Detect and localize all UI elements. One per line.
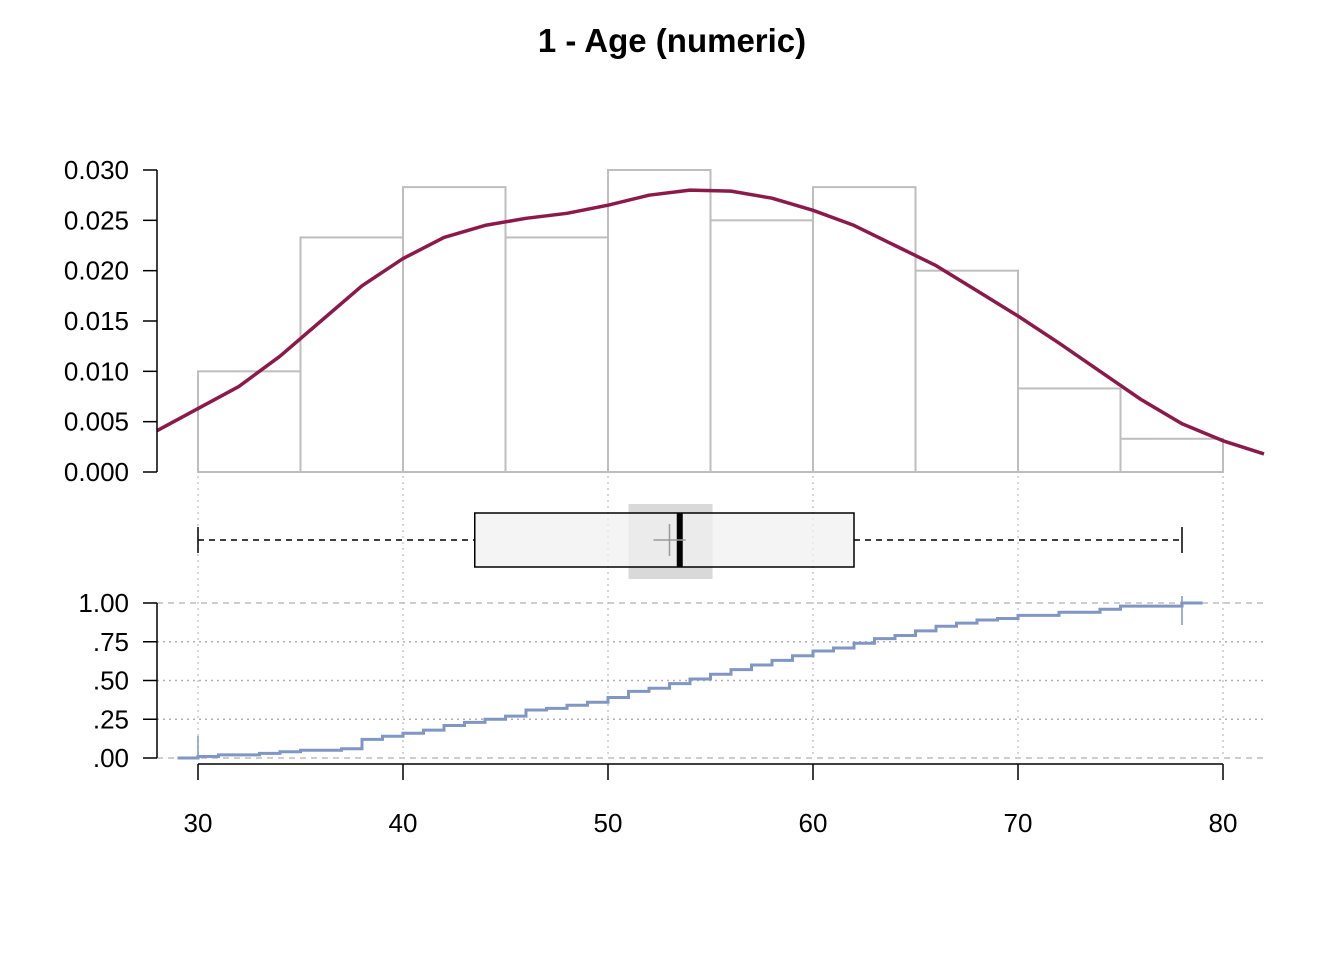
density-y-tick-label: 0.000: [64, 457, 129, 487]
histogram-bar-4: [504, 236, 609, 473]
ecdf-y-tick-label: .00: [93, 743, 129, 773]
histogram-bar-5: [607, 169, 712, 473]
x-tick-label: 30: [184, 808, 213, 838]
ecdf-step-line: [177, 601, 1203, 760]
ecdf-y-tick-label: .75: [93, 627, 129, 657]
ecdf-plot: [157, 596, 1264, 760]
density-y-tick-label: 0.010: [64, 356, 129, 386]
boxplot: [197, 504, 1183, 579]
x-tick-label: 70: [1004, 808, 1033, 838]
x-tick-label: 40: [389, 808, 418, 838]
histogram-bar-9: [1017, 387, 1122, 473]
density-y-tick-label: 0.025: [64, 205, 129, 235]
density-y-tick-label: 0.020: [64, 256, 129, 286]
ecdf-y-tick-label: .50: [93, 666, 129, 696]
x-tick-label: 80: [1209, 808, 1238, 838]
density-y-tick-label: 0.015: [64, 306, 129, 336]
density-curve-line: [156, 188, 1265, 456]
axes: 0.000 0.005 0.010 0.015 0.020 0.025 0.030 .00 .2…: [64, 155, 1238, 838]
density-y-tick-label: 0.005: [64, 407, 129, 437]
ecdf-y-tick-label: 1.00: [78, 588, 129, 618]
ecdf-y-tick-label: .25: [93, 704, 129, 734]
histogram-bar-10: [1119, 437, 1224, 473]
histogram-bar-6: [709, 219, 814, 473]
histogram-bar-3: [402, 186, 507, 473]
histogram-bar-8: [914, 269, 1019, 473]
histogram-bar-1: [197, 370, 302, 474]
x-tick-label: 50: [594, 808, 623, 838]
x-tick-label: 60: [799, 808, 828, 838]
density-curve: [156, 188, 1265, 456]
density-y-tick-label: 0.030: [64, 155, 129, 185]
histogram: [197, 169, 1224, 474]
chart-title: 1 - Age (numeric): [538, 22, 806, 59]
vertical-grid-lines: [197, 476, 1224, 758]
histogram-bar-2: [299, 236, 404, 473]
